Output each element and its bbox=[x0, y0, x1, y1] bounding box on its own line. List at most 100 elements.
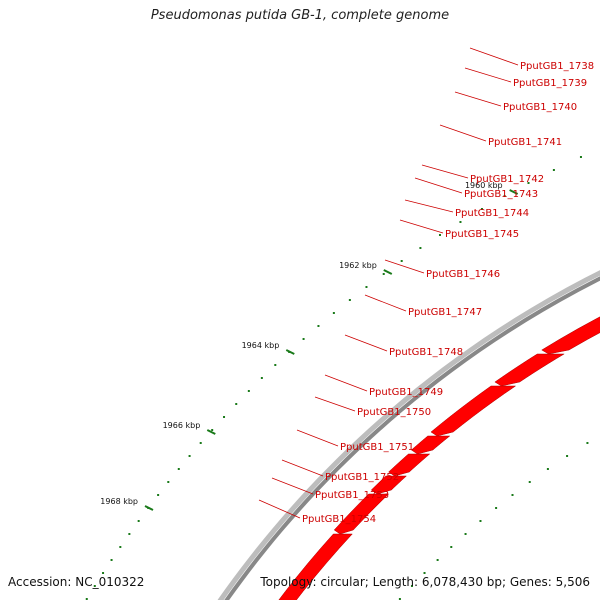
leader-line bbox=[464, 67, 512, 83]
gene-segment bbox=[388, 453, 431, 477]
gene-label: PputGB1_1753 bbox=[315, 490, 389, 501]
ruler-dot bbox=[423, 572, 426, 574]
leader-line bbox=[258, 499, 301, 519]
backbone-shadow bbox=[217, 270, 600, 600]
gene-labels: PputGB1_1738 PputGB1_1739 PputGB1_1740 Pput… bbox=[258, 47, 594, 525]
leader-line bbox=[399, 219, 444, 234]
ruler-dot bbox=[503, 195, 506, 197]
ruler-dot bbox=[479, 520, 482, 522]
ruler-dot bbox=[528, 481, 531, 483]
gene-label: PputGB1_1744 bbox=[455, 208, 529, 219]
ruler-dot bbox=[511, 494, 514, 496]
ruler-dot bbox=[247, 390, 250, 392]
ruler-dot bbox=[552, 169, 555, 171]
map-title: Pseudomonas putida GB-1, complete genome bbox=[150, 8, 450, 23]
ruler-dot bbox=[398, 598, 401, 600]
tick-mark bbox=[206, 429, 216, 435]
gene-segment bbox=[494, 353, 566, 387]
ruler-dot bbox=[85, 598, 88, 600]
ruler-dot bbox=[438, 234, 441, 236]
tick-label: 1964 kbp bbox=[242, 341, 280, 350]
ruler-dot bbox=[464, 533, 467, 535]
gene-label: PputGB1_1738 bbox=[520, 61, 594, 72]
gene-label: PputGB1_1741 bbox=[488, 137, 562, 148]
leader-line bbox=[404, 199, 454, 213]
ruler-dot bbox=[167, 481, 170, 483]
gene-label: PputGB1_1750 bbox=[357, 407, 431, 418]
ruler-dot bbox=[274, 364, 277, 366]
leader-line bbox=[384, 259, 425, 274]
ruler-dot bbox=[450, 546, 453, 548]
ruler-dot bbox=[188, 455, 191, 457]
ruler-dot bbox=[128, 533, 131, 535]
ruler-dot bbox=[400, 260, 403, 262]
gene-label: PputGB1_1745 bbox=[445, 229, 519, 240]
ruler-dot bbox=[102, 572, 105, 574]
ruler-dot bbox=[177, 468, 180, 470]
ruler-dot bbox=[223, 416, 226, 418]
gene-label: PputGB1_1751 bbox=[340, 442, 414, 453]
leader-line bbox=[296, 429, 339, 447]
gene-label: PputGB1_1743 bbox=[464, 189, 538, 200]
tick-mark bbox=[144, 505, 154, 511]
tick-mark bbox=[509, 189, 519, 195]
ruler-dot bbox=[382, 273, 385, 275]
ruler-dot bbox=[317, 325, 320, 327]
gene-label: PputGB1_1749 bbox=[369, 387, 443, 398]
ruler-dot bbox=[137, 520, 140, 522]
leader-line bbox=[439, 124, 487, 142]
tick-mark bbox=[383, 269, 393, 275]
gene-label: PputGB1_1754 bbox=[302, 514, 376, 525]
gene-label: PputGB1_1746 bbox=[426, 269, 500, 280]
leader-line bbox=[414, 177, 463, 194]
tick-label: 1966 kbp bbox=[163, 421, 201, 430]
leader-line bbox=[281, 459, 324, 477]
leader-line bbox=[454, 91, 502, 107]
ruler-dot bbox=[586, 442, 589, 444]
ruler-dot bbox=[302, 338, 305, 340]
gene-label: PputGB1_1747 bbox=[408, 307, 482, 318]
ruler-dot bbox=[566, 455, 569, 457]
ruler-dot bbox=[480, 208, 483, 210]
leader-line bbox=[344, 334, 388, 352]
gene-label: PputGB1_1748 bbox=[389, 347, 463, 358]
gene-segment bbox=[430, 385, 517, 437]
ruler-dot bbox=[93, 585, 96, 587]
ruler-dot bbox=[419, 247, 422, 249]
leader-line bbox=[314, 396, 356, 412]
gene-segment bbox=[411, 435, 451, 455]
backbone-line bbox=[224, 276, 600, 600]
ruler-dot bbox=[110, 559, 113, 561]
gene-label: PputGB1_1752 bbox=[325, 472, 399, 483]
tick-mark bbox=[285, 349, 295, 355]
accession-text: Accession: NC_010322 bbox=[8, 575, 145, 589]
ruler-dot bbox=[348, 299, 351, 301]
gene-segment bbox=[333, 493, 390, 535]
ruler-dot bbox=[459, 221, 462, 223]
ruler-dot bbox=[495, 507, 498, 509]
ruler-dot bbox=[157, 494, 160, 496]
ruler-dot bbox=[546, 468, 549, 470]
backbone bbox=[217, 270, 600, 600]
tick-label: 1968 kbp bbox=[100, 497, 138, 506]
gene-label: PputGB1_1742 bbox=[470, 174, 544, 185]
ruler-dot bbox=[527, 182, 530, 184]
ruler-dot bbox=[260, 377, 263, 379]
gene-label: PputGB1_1739 bbox=[513, 78, 587, 89]
ruler-dot bbox=[199, 442, 202, 444]
ruler-dot bbox=[365, 286, 368, 288]
ruler-dot bbox=[119, 546, 122, 548]
gene-label: PputGB1_1740 bbox=[503, 102, 577, 113]
leader-line bbox=[469, 47, 519, 66]
tick-label: 1960 kbp bbox=[465, 181, 503, 190]
gene-segment bbox=[278, 533, 353, 600]
ruler-dots bbox=[85, 156, 589, 600]
ruler-dot bbox=[436, 559, 439, 561]
leader-line bbox=[364, 294, 407, 312]
gene-segment bbox=[370, 475, 408, 495]
ruler-dot bbox=[579, 156, 582, 158]
ruler-dot bbox=[235, 403, 238, 405]
gene-track bbox=[278, 316, 600, 600]
